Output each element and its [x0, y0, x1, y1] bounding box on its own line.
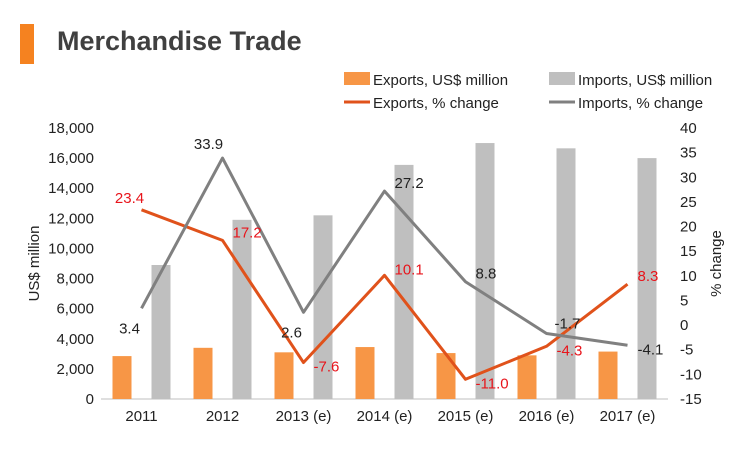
- title-accent-bar: [20, 24, 34, 64]
- imports-change-label: 27.2: [395, 175, 424, 192]
- y-tick-label: 10,000: [48, 240, 94, 257]
- y2-tick-label: 10: [680, 268, 697, 285]
- legend-label: Exports, US$ million: [373, 72, 508, 89]
- y2-tick-label: 15: [680, 243, 697, 260]
- exports-change-label: 23.4: [115, 190, 144, 207]
- exports-bar: [517, 355, 537, 399]
- exports-bar: [112, 356, 132, 399]
- y2-tick-label: 40: [680, 120, 697, 137]
- y2-tick-label: -15: [680, 391, 702, 408]
- y-tick-label: 14,000: [48, 180, 94, 197]
- exports-change-label: 8.3: [638, 268, 659, 285]
- data-labels: 23.4 17.2 -7.6 10.1 -11.0 -4.3 8.3 3.4 33.9 2.6 27…: [115, 136, 663, 392]
- y2-tick-label: 5: [680, 292, 688, 309]
- exports-bar: [355, 347, 375, 399]
- y-tick-label: 2,000: [56, 361, 94, 378]
- legend-label: Exports, % change: [373, 95, 499, 112]
- x-tick-label: 2017 (e): [600, 408, 656, 425]
- chart-title: Merchandise Trade: [57, 26, 302, 56]
- x-tick-label: 2015 (e): [438, 408, 494, 425]
- legend-swatch: [344, 72, 370, 85]
- y2-tick-label: 0: [680, 317, 688, 334]
- y-tick-label: 8,000: [56, 271, 94, 288]
- exports-bar: [193, 347, 213, 399]
- imports-bar: [637, 158, 657, 399]
- y-tick-label: 4,000: [56, 331, 94, 348]
- y2-tick-label: -10: [680, 366, 702, 383]
- imports-bar: [313, 215, 333, 399]
- y-tick-label: 16,000: [48, 150, 94, 167]
- imports-bar: [394, 164, 414, 399]
- x-tick-label: 2012: [206, 408, 239, 425]
- x-tick-label: 2014 (e): [357, 408, 413, 425]
- y-tick-label: 12,000: [48, 210, 94, 227]
- exports-bar: [598, 351, 618, 399]
- y2-tick-label: 25: [680, 194, 697, 211]
- imports-bar: [232, 219, 252, 399]
- legend-label: Imports, US$ million: [578, 72, 712, 89]
- bars: [112, 143, 657, 399]
- y-axis-title: US$ million: [26, 226, 43, 302]
- imports-change-label: 3.4: [119, 320, 140, 337]
- imports-change-label: 8.8: [476, 266, 497, 283]
- imports-change-label: 33.9: [194, 136, 223, 153]
- imports-change-label: -1.7: [555, 315, 581, 332]
- exports-change-label: 17.2: [233, 224, 262, 241]
- exports-change-label: -11.0: [476, 375, 509, 392]
- y2-tick-label: 30: [680, 169, 697, 186]
- legend: Exports, US$ million Imports, US$ million…: [344, 72, 712, 112]
- y-tick-label: 18,000: [48, 120, 94, 137]
- exports-change-label: 10.1: [395, 261, 424, 278]
- exports-change-label: -7.6: [314, 359, 340, 376]
- imports-change-label: 2.6: [281, 324, 302, 341]
- legend-swatch: [549, 72, 575, 85]
- exports-bar: [436, 353, 456, 399]
- y-tick-label: 0: [86, 391, 94, 408]
- imports-bar: [556, 148, 576, 399]
- y2-axis-title: % change: [708, 230, 725, 297]
- exports-change-line: [140, 208, 629, 381]
- exports-bar: [274, 352, 294, 399]
- legend-label: Imports, % change: [578, 95, 703, 112]
- imports-bar: [475, 143, 495, 399]
- imports-change-label: -4.1: [638, 341, 664, 358]
- x-tick-label: 2016 (e): [519, 408, 575, 425]
- y2-tick-label: 35: [680, 145, 697, 162]
- axes: 0 2,000 4,000 6,000 8,000 10,000 12,000 14,000 1…: [26, 120, 725, 425]
- y2-tick-label: -5: [680, 342, 693, 359]
- y2-tick-label: 20: [680, 219, 697, 236]
- x-tick-label: 2013 (e): [276, 408, 332, 425]
- imports-bar: [151, 265, 171, 399]
- imports-change-line: [140, 156, 628, 347]
- lines: [140, 156, 629, 381]
- exports-change-label: -4.3: [557, 342, 583, 359]
- y-tick-label: 6,000: [56, 301, 94, 318]
- x-tick-label: 2011: [125, 408, 157, 425]
